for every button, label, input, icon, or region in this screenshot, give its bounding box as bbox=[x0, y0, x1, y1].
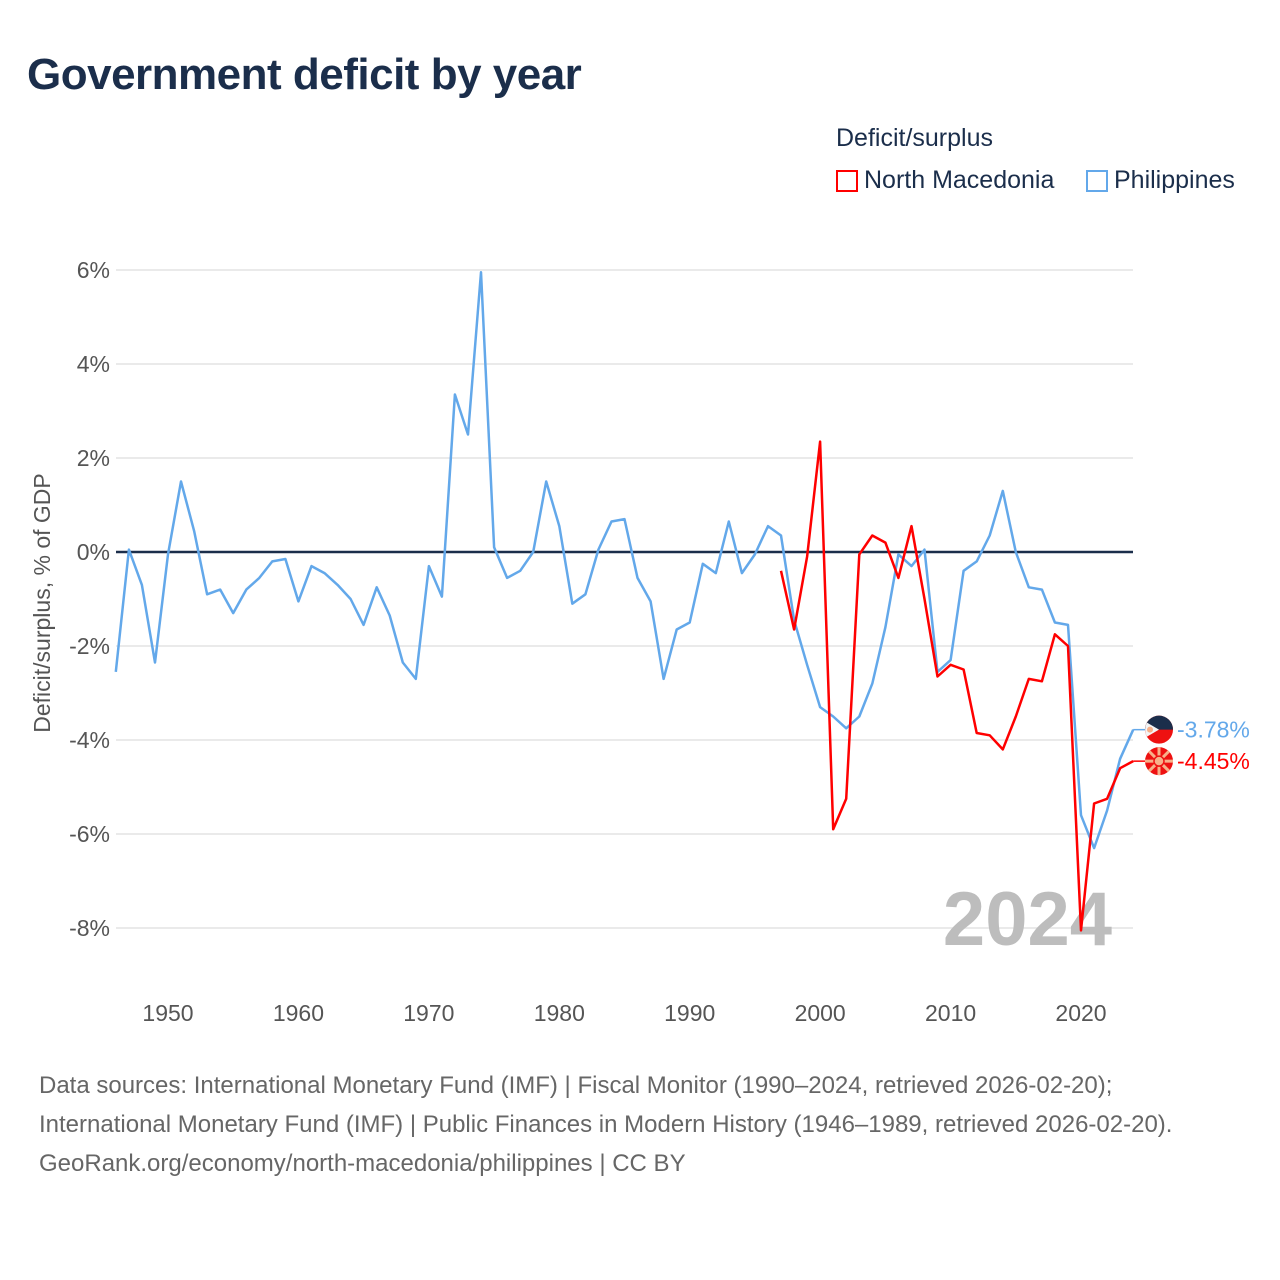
series-line-north-macedonia bbox=[779, 440, 1134, 932]
x-tick-label: 1960 bbox=[273, 1000, 324, 1026]
x-tick-label: 1970 bbox=[403, 1000, 454, 1026]
legend-title: Deficit/surplus bbox=[836, 124, 993, 152]
end-value-label: -4.45% bbox=[1177, 748, 1250, 774]
year-watermark: 2024 bbox=[943, 877, 1112, 962]
license: | CC BY bbox=[592, 1150, 686, 1177]
legend-item-north-macedonia[interactable]: North Macedonia bbox=[836, 166, 1054, 195]
end-value-label: -3.78% bbox=[1177, 717, 1250, 743]
y-tick-label: 2% bbox=[77, 445, 110, 471]
footer: Data sources: International Monetary Fun… bbox=[39, 1066, 1239, 1183]
flag-sun bbox=[1153, 755, 1165, 767]
north-macedonia-flag-icon bbox=[1145, 747, 1173, 776]
series-line-philippines bbox=[114, 271, 1135, 850]
x-tick-label: 2000 bbox=[795, 1000, 846, 1026]
legend-swatch-north-macedonia bbox=[836, 169, 858, 192]
x-tick-label: 2010 bbox=[925, 1000, 976, 1026]
y-tick-label: -8% bbox=[69, 915, 110, 941]
x-tick-label: 2020 bbox=[1055, 1000, 1106, 1026]
x-tick-label: 1950 bbox=[142, 1000, 193, 1026]
y-tick-label: 0% bbox=[77, 539, 110, 565]
x-tick-label: 1990 bbox=[664, 1000, 715, 1026]
flag-sun bbox=[1147, 726, 1153, 733]
source-link[interactable]: GeoRank.org/economy/north-macedonia/phil… bbox=[39, 1150, 593, 1177]
chart-title: Government deficit by year bbox=[27, 50, 582, 99]
y-tick-label: -2% bbox=[69, 633, 110, 659]
x-tick-label: 1980 bbox=[534, 1000, 585, 1026]
philippines-flag-icon bbox=[1145, 715, 1174, 744]
y-axis-label: Deficit/surplus, % of GDP bbox=[29, 473, 55, 732]
line-chart: 6% 4% 2% 0% -2% -4% -6% -8% 1950 1960 1970 1980 1990… bbox=[29, 257, 1250, 1026]
y-tick-label: 6% bbox=[77, 257, 110, 283]
legend-label: North Macedonia bbox=[864, 166, 1055, 194]
data-sources: Data sources: International Monetary Fun… bbox=[39, 1072, 1173, 1138]
y-tick-label: 4% bbox=[77, 351, 110, 377]
legend-item-philippines[interactable]: Philippines bbox=[1086, 166, 1235, 195]
y-tick-label: -6% bbox=[69, 821, 110, 847]
legend-swatch-philippines bbox=[1086, 169, 1108, 192]
y-tick-label: -4% bbox=[69, 727, 110, 753]
legend-label: Philippines bbox=[1114, 166, 1235, 194]
